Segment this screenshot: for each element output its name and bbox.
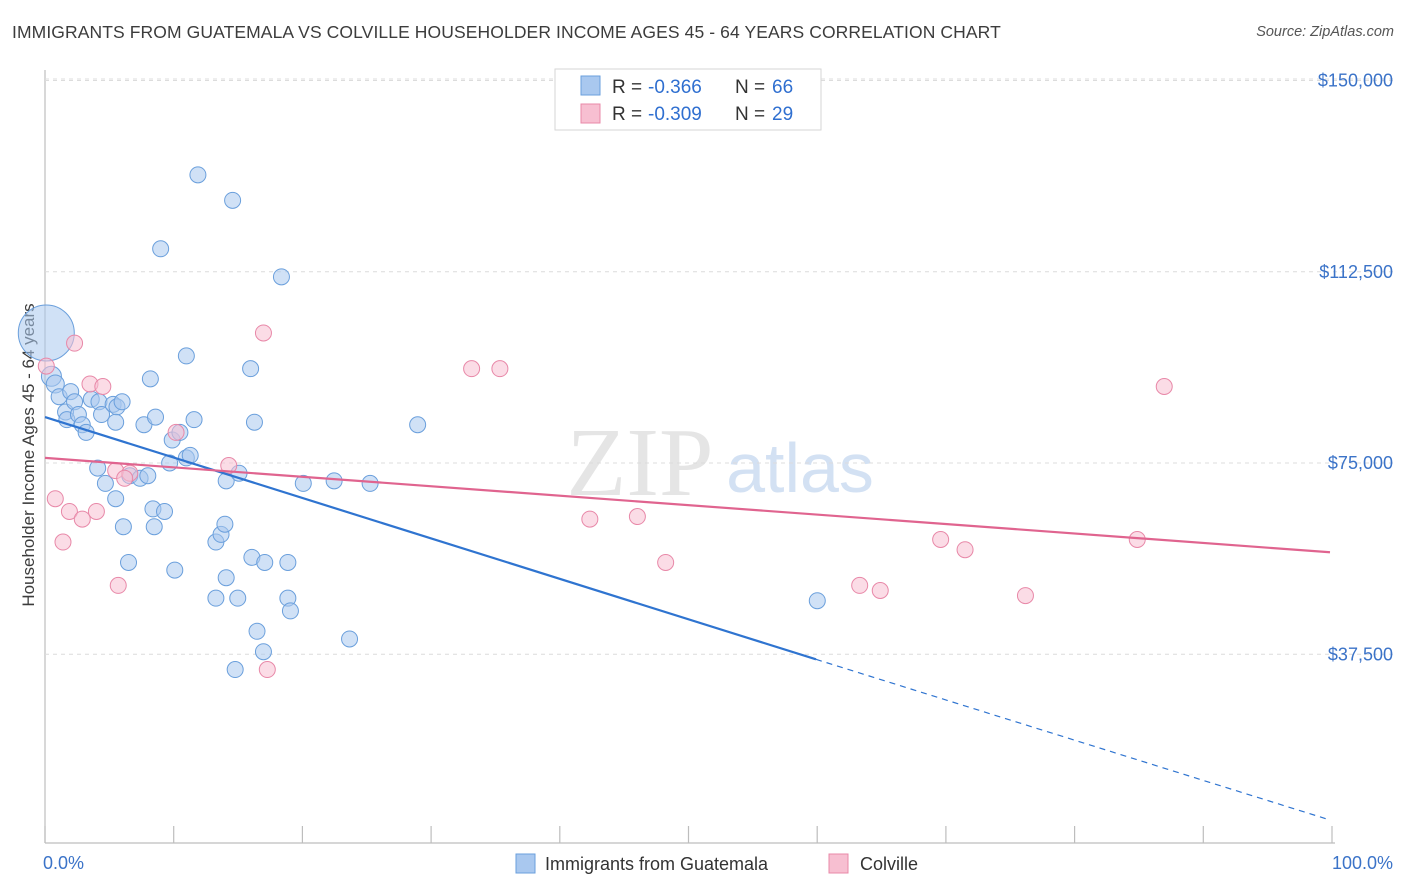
point-guatemala bbox=[145, 518, 163, 536]
source-label: Source: ZipAtlas.com bbox=[1256, 24, 1394, 40]
point-colville bbox=[46, 490, 64, 508]
point-colville bbox=[37, 357, 55, 375]
point-guatemala bbox=[281, 602, 299, 620]
series-legend: Immigrants from Guatemala Colville bbox=[515, 853, 918, 874]
chart-title: IMMIGRANTS FROM GUATEMALA VS COLVILLE HO… bbox=[12, 22, 1001, 42]
point-guatemala bbox=[185, 411, 203, 429]
point-colville bbox=[254, 324, 272, 342]
point-guatemala bbox=[96, 474, 114, 492]
point-guatemala bbox=[224, 191, 242, 209]
point-guatemala bbox=[139, 467, 157, 485]
point-guatemala bbox=[229, 589, 247, 607]
point-colville bbox=[463, 360, 481, 378]
legend-r-value-guatemala: -0.366 bbox=[648, 77, 702, 98]
point-guatemala bbox=[166, 561, 184, 579]
y-tick-label: $112,500 bbox=[1319, 262, 1393, 282]
point-colville bbox=[220, 457, 238, 475]
point-guatemala bbox=[294, 474, 312, 492]
point-guatemala bbox=[279, 553, 297, 571]
trend-line-guatemala bbox=[44, 416, 817, 661]
point-colville bbox=[258, 661, 276, 679]
point-guatemala bbox=[256, 553, 274, 571]
point-guatemala bbox=[245, 413, 263, 431]
legend-swatch-colville bbox=[580, 103, 601, 124]
point-colville bbox=[491, 360, 509, 378]
point-guatemala bbox=[361, 474, 379, 492]
point-guatemala bbox=[189, 166, 207, 184]
point-guatemala bbox=[114, 518, 132, 536]
point-guatemala bbox=[113, 393, 131, 411]
point-guatemala bbox=[156, 502, 174, 520]
watermark-atlas: atlas bbox=[726, 429, 874, 507]
legend-r-value-colville: -0.309 bbox=[648, 104, 702, 125]
bottom-legend-label-colville: Colville bbox=[860, 854, 918, 874]
x-tick-label-min: 0.0% bbox=[43, 853, 84, 873]
point-guatemala bbox=[808, 592, 826, 610]
y-tick-label: $37,500 bbox=[1328, 644, 1393, 664]
stats-legend: R = -0.366 N = 66 R = -0.309 N = 29 bbox=[554, 68, 822, 131]
point-guatemala bbox=[207, 589, 225, 607]
legend-n-value-guatemala: 66 bbox=[772, 77, 793, 98]
point-guatemala bbox=[93, 406, 111, 424]
point-guatemala bbox=[216, 515, 234, 533]
point-guatemala bbox=[248, 622, 266, 640]
bottom-legend-swatch-guatemala bbox=[515, 853, 536, 874]
point-guatemala bbox=[341, 630, 359, 648]
point-guatemala bbox=[325, 472, 343, 490]
point-colville bbox=[932, 531, 950, 548]
point-guatemala bbox=[409, 416, 427, 434]
y-tick-label: $150,000 bbox=[1318, 71, 1393, 91]
trend-lines bbox=[44, 416, 1331, 821]
point-colville bbox=[956, 541, 974, 559]
point-colville bbox=[54, 533, 72, 551]
point-colville bbox=[1016, 587, 1034, 605]
y-tick-label: $75,000 bbox=[1328, 453, 1393, 473]
data-points bbox=[17, 166, 1173, 679]
point-guatemala bbox=[177, 347, 195, 365]
legend-swatch-guatemala bbox=[580, 75, 601, 96]
point-colville bbox=[73, 510, 91, 528]
point-colville bbox=[116, 469, 134, 487]
point-colville bbox=[851, 576, 869, 594]
trend-line-colville bbox=[44, 456, 1331, 554]
legend-r-label-colville: R = bbox=[612, 104, 647, 125]
point-colville bbox=[60, 502, 78, 520]
x-axis-ticks bbox=[44, 826, 1333, 843]
point-colville bbox=[167, 423, 185, 441]
legend-n-value-colville: 29 bbox=[772, 104, 793, 125]
point-guatemala bbox=[107, 490, 125, 508]
bottom-legend-swatch-colville bbox=[828, 853, 849, 874]
point-colville bbox=[628, 508, 646, 526]
legend-r-label-guatemala: R = bbox=[612, 77, 647, 98]
y-tick-labels: $37,500 $75,000 $112,500 $150,000 bbox=[1318, 71, 1393, 665]
point-colville bbox=[66, 334, 84, 352]
y-axis-label: Householder Income Ages 45 - 64 years bbox=[19, 303, 38, 606]
legend-n-label-colville: N = bbox=[735, 104, 770, 125]
point-guatemala bbox=[120, 553, 138, 571]
point-colville bbox=[657, 553, 675, 571]
point-guatemala bbox=[242, 360, 260, 378]
point-guatemala bbox=[272, 268, 290, 286]
trend-line-guatemala-extension bbox=[815, 658, 1331, 821]
point-guatemala bbox=[152, 240, 170, 258]
point-guatemala bbox=[107, 413, 125, 431]
x-tick-label-max: 100.0% bbox=[1332, 853, 1393, 873]
point-colville bbox=[109, 576, 127, 594]
point-colville bbox=[87, 502, 105, 520]
point-guatemala bbox=[217, 569, 235, 587]
point-guatemala bbox=[226, 661, 244, 679]
point-colville bbox=[94, 378, 112, 395]
point-guatemala bbox=[141, 370, 159, 388]
point-guatemala bbox=[89, 459, 107, 477]
point-colville bbox=[1155, 378, 1173, 395]
point-colville bbox=[581, 510, 599, 528]
bottom-legend-label-guatemala: Immigrants from Guatemala bbox=[545, 854, 769, 874]
point-guatemala bbox=[147, 408, 165, 426]
point-guatemala bbox=[17, 304, 75, 362]
legend-n-label-guatemala: N = bbox=[735, 77, 770, 98]
point-colville bbox=[871, 582, 889, 599]
point-guatemala bbox=[254, 643, 272, 661]
